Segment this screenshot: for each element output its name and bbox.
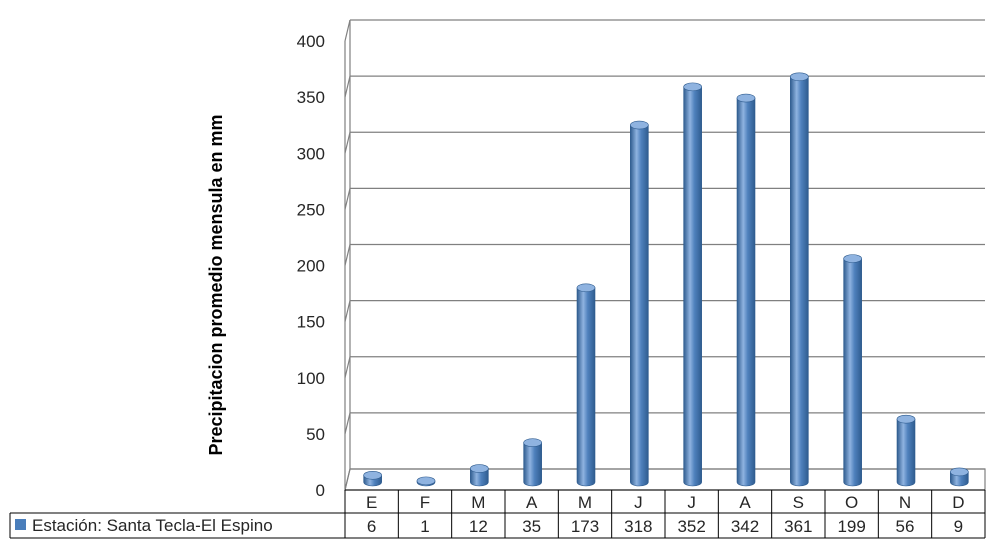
data-label: 199 xyxy=(837,517,865,536)
gridline-diagonal xyxy=(344,19,351,42)
y-tick-label: 300 xyxy=(297,144,325,163)
bar xyxy=(470,464,489,487)
x-tick-label: F xyxy=(420,493,430,512)
bar-body xyxy=(470,468,489,487)
bar-top xyxy=(736,93,756,103)
floor xyxy=(344,468,986,491)
y-tick-label: 250 xyxy=(297,200,325,219)
data-label: 12 xyxy=(469,517,488,536)
y-tick-label: 0 xyxy=(316,481,325,500)
x-tick-label: A xyxy=(739,493,751,512)
gridline-diagonal xyxy=(344,188,351,210)
bar-top xyxy=(523,438,542,448)
data-label: 342 xyxy=(731,517,759,536)
bar-body xyxy=(523,442,542,487)
data-label: 6 xyxy=(367,517,376,536)
bar xyxy=(416,476,436,487)
data-label: 1 xyxy=(420,517,429,536)
x-tick-label: D xyxy=(952,493,964,512)
data-label: 56 xyxy=(896,517,915,536)
bar xyxy=(950,467,969,487)
bar xyxy=(683,82,702,487)
data-label: 9 xyxy=(954,517,963,536)
bar xyxy=(843,254,862,487)
bar-top xyxy=(630,120,649,130)
bar-body xyxy=(630,124,649,487)
bar-top xyxy=(416,476,436,486)
data-table: E 6 F 1 M 12 A 35 M 173 J 318 J 352 A 342 S 361 O 199 N 56 D 9 E… xyxy=(9,489,986,539)
bar xyxy=(363,470,382,487)
gridline-diagonal xyxy=(344,75,351,98)
bar-top xyxy=(950,467,969,477)
bar xyxy=(523,438,542,487)
bar-top xyxy=(470,464,489,473)
x-tick-label: E xyxy=(366,493,377,512)
gridline-diagonal xyxy=(344,244,351,266)
gridline-diagonal xyxy=(344,356,351,378)
x-tick-label: N xyxy=(899,493,911,512)
data-label: 173 xyxy=(571,517,599,536)
bar xyxy=(630,120,649,487)
legend-label: Estación: Santa Tecla-El Espino xyxy=(32,516,273,535)
bar-top xyxy=(576,283,596,293)
gridlines xyxy=(344,19,985,491)
x-tick-label: S xyxy=(793,493,804,512)
y-tick-label: 150 xyxy=(297,313,325,332)
bar-body xyxy=(683,86,702,487)
bar-top xyxy=(683,82,702,92)
x-tick-label: J xyxy=(687,493,696,512)
gridline-diagonal xyxy=(344,300,351,322)
bar-body xyxy=(576,287,596,487)
bar-top xyxy=(363,470,382,480)
x-tick-label: A xyxy=(526,493,538,512)
bar-top xyxy=(790,72,809,82)
y-tick-labels: 0 50 100 150 200 250 300 350 400 xyxy=(297,32,325,500)
y-axis-label: Precipitacion promedio mensula en mm xyxy=(206,114,226,455)
data-label: 318 xyxy=(624,517,652,536)
y-tick-label: 200 xyxy=(297,257,325,276)
bar-top xyxy=(843,254,862,263)
bar-body xyxy=(736,97,756,487)
bar xyxy=(790,72,809,487)
data-label: 352 xyxy=(677,517,705,536)
bar xyxy=(896,414,916,487)
axes xyxy=(344,20,986,491)
bars xyxy=(363,72,969,487)
y-tick-label: 350 xyxy=(297,88,325,107)
x-tick-label: M xyxy=(578,493,592,512)
legend-key xyxy=(15,519,26,530)
bar-body xyxy=(896,418,916,487)
y-tick-label: 50 xyxy=(306,425,325,444)
bar xyxy=(576,283,596,487)
y-tick-label: 100 xyxy=(297,369,325,388)
bar xyxy=(736,93,756,487)
data-label: 35 xyxy=(522,517,541,536)
x-tick-label: O xyxy=(845,493,858,512)
bar-body xyxy=(790,76,809,487)
bar-top xyxy=(896,414,916,424)
bar-body xyxy=(843,258,862,487)
x-tick-label: M xyxy=(471,493,485,512)
gridline-diagonal xyxy=(344,412,351,435)
gridline-diagonal xyxy=(344,132,351,154)
x-tick-label: J xyxy=(634,493,643,512)
y-tick-label: 400 xyxy=(297,32,325,51)
data-label: 361 xyxy=(784,517,812,536)
